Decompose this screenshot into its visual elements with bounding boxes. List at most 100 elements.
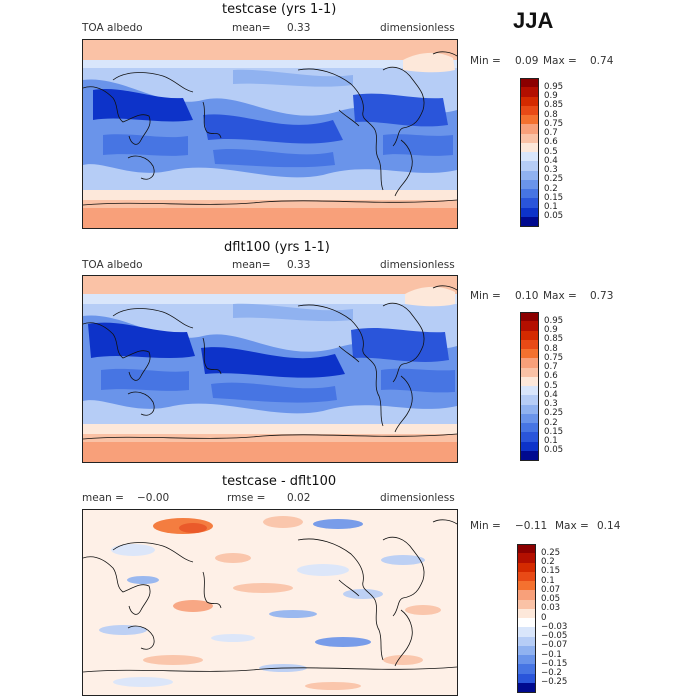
panel-1-variable-label: TOA albedo <box>82 22 143 34</box>
colorbar-tick-label: 0.05 <box>541 594 561 604</box>
colorbar-swatch <box>520 312 539 322</box>
colorbar-tick-label: 0.05 <box>544 211 564 222</box>
panel-3-min-label: Min = <box>470 520 501 532</box>
colorbar-tick-label: 0.2 <box>544 417 558 428</box>
colorbar-tick-label: −0.1 <box>541 649 562 660</box>
colorbar-swatch <box>520 367 539 378</box>
colorbar-tick-label: 0.15 <box>541 566 561 577</box>
colorbar-swatch <box>520 87 539 97</box>
panel-1-max-label: Max = <box>543 55 577 67</box>
colorbar-tick-label: 0.8 <box>544 109 558 120</box>
panel-3-rmse-label: rmse = <box>227 492 266 504</box>
panel-1-colorbar: 0.95 0.9 0.85 0.8 0.75 0.7 0.6 0.5 0.4 0.3 0.25 0.2… <box>520 78 600 227</box>
panel-1-max-value: 0.74 <box>590 55 614 67</box>
colorbar-swatch <box>520 179 539 190</box>
colorbar-swatch <box>517 571 536 582</box>
colorbar-tick-label: 0.7 <box>544 128 558 138</box>
colorbar-tick-label: 0.95 <box>544 81 564 92</box>
colorbar-tick-label: 0.4 <box>544 155 558 166</box>
panel-2-min-value: 0.10 <box>515 290 539 302</box>
panel-1-map-svg <box>83 40 457 228</box>
colorbar-tick-label: 0.7 <box>544 362 558 372</box>
colorbar-tick-label: −0.03 <box>541 621 568 632</box>
colorbar-swatch <box>517 673 536 684</box>
panel-2-title: dflt100 (yrs 1-1) <box>224 240 330 255</box>
panel-1-mean-label: mean= <box>232 22 271 34</box>
colorbar-tick-label: 0 <box>541 612 547 623</box>
colorbar-tick-label: 0.2 <box>544 183 558 194</box>
panel-3-min-value: −0.11 <box>515 520 548 532</box>
colorbar-swatch <box>517 618 536 628</box>
panel-1-mean-value: 0.33 <box>287 22 311 34</box>
colorbar-tick-label: 0.25 <box>544 408 564 419</box>
colorbar-tick-label: 0.3 <box>544 399 558 409</box>
panel-1-map <box>82 39 458 229</box>
colorbar-swatch <box>520 376 539 387</box>
colorbar-swatch <box>520 161 539 171</box>
colorbar-swatch <box>517 664 536 674</box>
colorbar-tick-label: 0.2 <box>541 557 555 567</box>
colorbar-tick-label: −0.2 <box>541 668 562 678</box>
colorbar-swatch <box>517 599 536 610</box>
colorbar-swatch <box>517 553 536 563</box>
colorbar-swatch <box>520 133 539 144</box>
colorbar-tick-label: 0.07 <box>541 584 561 595</box>
colorbar-swatch <box>520 216 539 227</box>
colorbar-swatch <box>520 386 539 396</box>
colorbar-swatch <box>517 581 536 591</box>
colorbar-tick-label: −0.05 <box>541 631 568 641</box>
colorbar-swatch <box>520 413 539 424</box>
colorbar-swatch <box>520 330 539 341</box>
colorbar-swatch <box>520 423 539 433</box>
colorbar-swatch <box>520 339 539 350</box>
panel-3-mean-label: mean = <box>82 492 124 504</box>
panel-3-rmse-value: 0.02 <box>287 492 311 504</box>
panel-3-title: testcase - dflt100 <box>222 474 337 489</box>
colorbar-tick-label: 0.05 <box>544 445 564 456</box>
colorbar-tick-label: 0.6 <box>544 137 558 148</box>
colorbar-tick-label: 0.85 <box>544 334 564 345</box>
panel-3-mean-value: −0.00 <box>137 492 170 504</box>
panel-3-map-svg <box>83 510 457 695</box>
panel-2-mean-label: mean= <box>232 259 271 271</box>
colorbar-swatch <box>517 562 536 573</box>
colorbar-tick-label: 0.5 <box>544 146 558 157</box>
colorbar-tick-label: 0.95 <box>544 315 564 326</box>
colorbar-swatch <box>520 198 539 208</box>
colorbar-tick-label: 0.1 <box>544 202 558 212</box>
colorbar-tick-label: 0.03 <box>541 603 561 614</box>
colorbar-swatch <box>517 645 536 656</box>
colorbar-tick-label: 0.75 <box>544 118 564 129</box>
panel-2-colorbar: 0.95 0.9 0.85 0.8 0.75 0.7 0.6 0.5 0.4 0.3 0.25 0.2… <box>520 312 600 461</box>
panel-2-variable-label: TOA albedo <box>82 259 143 271</box>
panel-3-map <box>82 509 458 696</box>
colorbar-tick-label: 0.75 <box>544 352 564 363</box>
colorbar-tick-label: 0.4 <box>544 389 558 400</box>
panel-1-units: dimensionless <box>380 22 455 34</box>
panel-2-mean-value: 0.33 <box>287 259 311 271</box>
colorbar-swatch <box>517 590 536 600</box>
panel-2-map <box>82 275 458 463</box>
panel-2-max-label: Max = <box>543 290 577 302</box>
colorbar-tick-label: −0.25 <box>541 677 568 688</box>
panel-3-colorbar: 0.25 0.2 0.15 0.1 0.07 0.05 0.03 0 −0.03 −0.05 −0.… <box>517 544 597 693</box>
panel-2-map-svg <box>83 276 457 462</box>
colorbar-swatch <box>517 608 536 619</box>
colorbar-swatch <box>520 450 539 461</box>
colorbar-swatch <box>517 627 536 637</box>
colorbar-swatch <box>520 124 539 134</box>
panel-1-min-value: 0.09 <box>515 55 539 67</box>
colorbar-swatch <box>517 636 536 647</box>
colorbar-tick-label: 0.1 <box>541 575 555 586</box>
colorbar-tick-label: 0.9 <box>544 325 558 335</box>
season-label: JJA <box>513 8 554 33</box>
colorbar-swatch <box>517 655 536 665</box>
panel-2-units: dimensionless <box>380 259 455 271</box>
colorbar-swatch <box>520 349 539 359</box>
colorbar-swatch <box>520 152 539 162</box>
colorbar-tick-label: 0.15 <box>544 192 564 203</box>
colorbar-swatch <box>520 96 539 107</box>
colorbar-tick-label: 0.25 <box>544 174 564 185</box>
colorbar-swatch <box>520 395 539 405</box>
colorbar-tick-label: −0.15 <box>541 658 568 669</box>
